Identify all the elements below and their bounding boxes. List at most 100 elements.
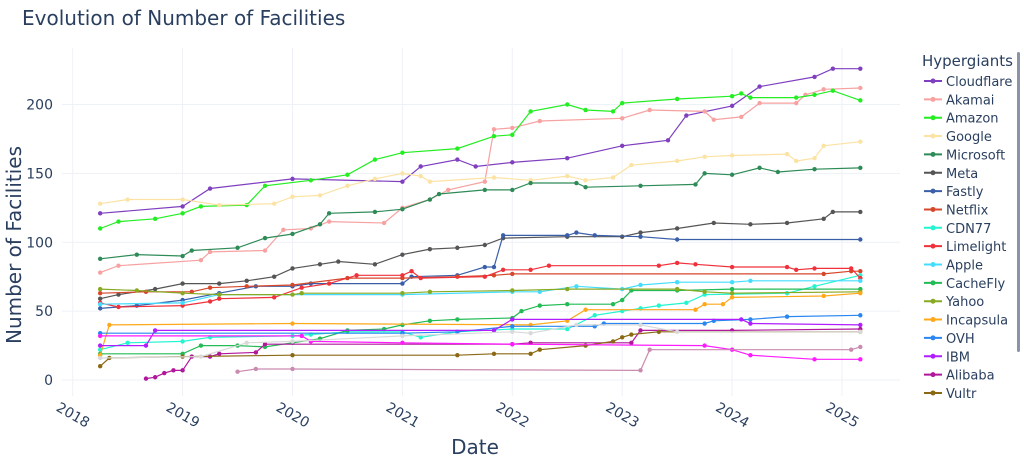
data-point: [729, 286, 735, 292]
data-point: [711, 220, 716, 226]
data-point: [400, 281, 405, 286]
data-point: [858, 268, 863, 274]
data-point: [638, 328, 643, 333]
legend-item-limelight[interactable]: Limelight: [924, 240, 1006, 255]
data-point: [217, 351, 222, 357]
legend-marker: [930, 170, 936, 176]
y-tick-label: 100: [26, 235, 53, 251]
data-point: [217, 281, 222, 286]
data-point: [739, 317, 744, 322]
data-point: [400, 171, 405, 176]
series-line: [100, 335, 861, 360]
data-point: [491, 351, 497, 357]
data-point: [162, 370, 167, 376]
series-google: [97, 139, 863, 208]
data-point: [656, 263, 662, 268]
data-point: [702, 302, 707, 307]
data-point: [372, 157, 378, 162]
legend-item-google[interactable]: Google: [924, 130, 992, 145]
data-point: [97, 306, 103, 311]
data-point: [482, 264, 488, 270]
data-point: [317, 222, 323, 227]
legend-item-ovh[interactable]: OVH: [924, 332, 975, 347]
data-point: [253, 366, 259, 372]
legend-marker: [930, 262, 936, 267]
legend-item-netflix[interactable]: Netflix: [924, 203, 989, 218]
data-point: [510, 125, 515, 131]
data-point: [97, 333, 103, 339]
data-point: [757, 100, 762, 106]
data-point: [684, 113, 689, 118]
data-point: [528, 180, 533, 186]
data-point: [858, 165, 863, 171]
series-unlisted-20: [235, 344, 863, 374]
data-point: [638, 322, 643, 328]
data-point: [418, 335, 423, 340]
legend-item-meta[interactable]: Meta: [924, 167, 978, 182]
data-point: [134, 288, 140, 293]
plot-area: [97, 66, 863, 381]
data-point: [290, 353, 295, 358]
data-point: [583, 184, 588, 190]
data-point: [125, 197, 130, 202]
series-unlisted-18: [97, 333, 863, 362]
legend-item-yahoo[interactable]: Yahoo: [924, 295, 984, 310]
data-point: [180, 339, 185, 344]
data-point: [235, 369, 240, 374]
legend-item-microsoft[interactable]: Microsoft: [924, 148, 1005, 163]
legend-item-vultr[interactable]: Vultr: [924, 387, 977, 402]
data-point: [574, 180, 579, 186]
data-point: [748, 317, 753, 322]
series-microsoft: [97, 165, 863, 261]
data-point: [610, 302, 616, 307]
data-point: [244, 284, 249, 289]
data-point: [180, 204, 185, 209]
data-point: [858, 322, 863, 328]
series-cdn77: [97, 273, 863, 352]
data-point: [565, 173, 570, 179]
data-point: [858, 209, 863, 215]
data-point: [592, 233, 597, 238]
data-point: [702, 321, 707, 326]
data-point: [473, 164, 478, 169]
data-point: [97, 302, 103, 307]
data-point: [748, 222, 753, 227]
series-line: [145, 328, 861, 380]
data-point: [565, 156, 570, 161]
legend-item-akamai[interactable]: Akamai: [924, 93, 994, 108]
legend-item-amazon[interactable]: Amazon: [924, 112, 999, 127]
data-point: [400, 206, 405, 212]
legend-item-ibm[interactable]: IBM: [924, 350, 970, 365]
data-point: [436, 191, 442, 197]
data-point: [757, 165, 762, 171]
data-point: [812, 92, 817, 98]
data-point: [629, 340, 634, 346]
data-point: [97, 256, 103, 261]
data-point: [427, 246, 433, 252]
legend-scrollbar[interactable]: [1017, 52, 1020, 352]
legend-item-cloudflare[interactable]: Cloudflare: [924, 75, 1012, 90]
data-point: [574, 284, 579, 289]
data-point: [427, 197, 433, 202]
data-point: [693, 182, 698, 187]
data-point: [739, 91, 744, 96]
data-point: [97, 201, 103, 206]
legend-item-fastly[interactable]: Fastly: [924, 185, 984, 200]
legend-item-incapsula[interactable]: Incapsula: [924, 314, 1008, 329]
legend-item-cdn77[interactable]: CDN77: [924, 222, 991, 237]
y-axis-ticks: 0 50 100 150 200: [26, 98, 53, 390]
data-point: [500, 233, 506, 238]
data-point: [290, 321, 295, 326]
data-point: [748, 321, 753, 326]
data-point: [97, 226, 103, 231]
data-point: [848, 266, 854, 271]
series-incapsula: [97, 291, 863, 358]
legend-item-alibaba[interactable]: Alibaba: [924, 369, 995, 384]
legend-marker: [930, 390, 936, 396]
data-point: [97, 296, 103, 301]
legend-item-apple[interactable]: Apple: [924, 259, 983, 274]
data-point: [290, 231, 295, 237]
data-point: [858, 344, 863, 350]
data-point: [528, 109, 533, 114]
legend-item-cachefly[interactable]: CacheFly: [924, 277, 1006, 292]
